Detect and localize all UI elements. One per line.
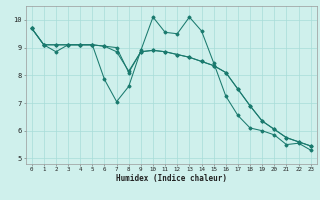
X-axis label: Humidex (Indice chaleur): Humidex (Indice chaleur) <box>116 174 227 183</box>
